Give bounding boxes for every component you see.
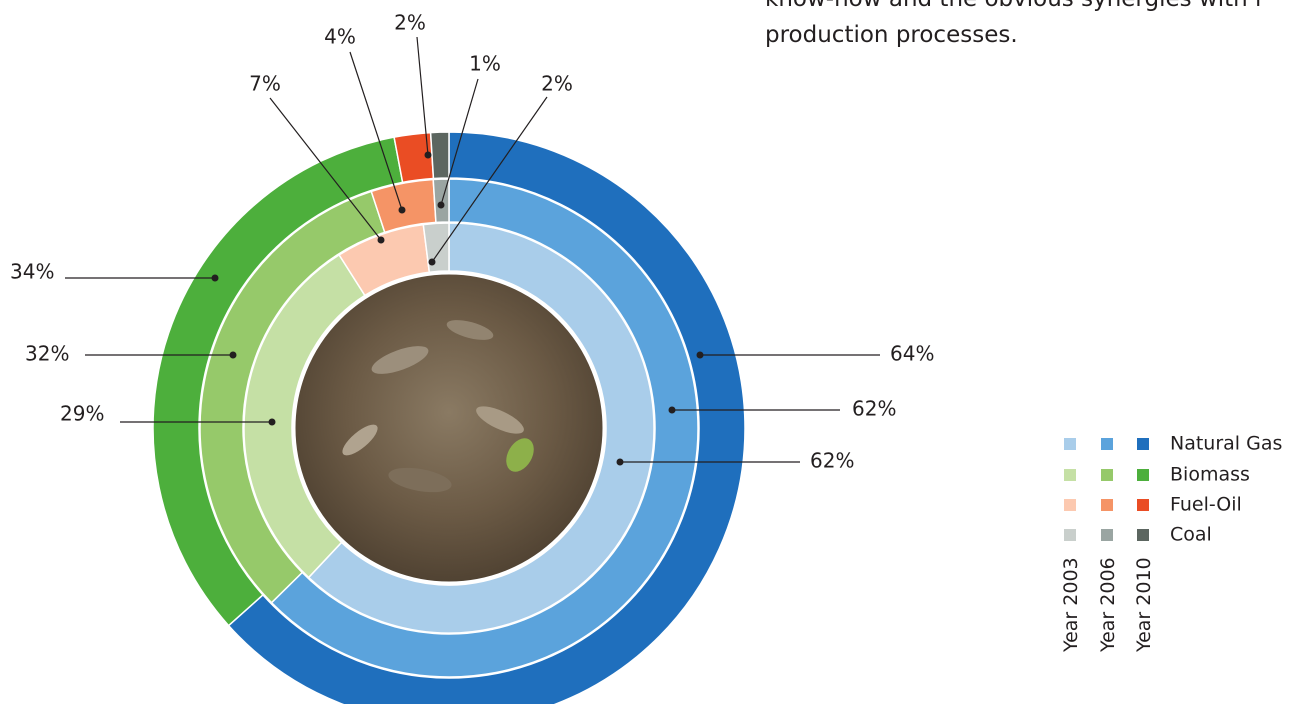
leader-dot: [268, 418, 276, 426]
legend-swatch: [1064, 499, 1076, 511]
legend-swatch: [1137, 529, 1149, 541]
legend-label: Coal: [1170, 524, 1212, 546]
data-label: 32%: [25, 342, 69, 366]
photo-detail: [371, 346, 429, 374]
photo-detail: [388, 467, 452, 493]
data-label: 64%: [890, 342, 934, 366]
legend-swatch: [1101, 529, 1113, 541]
leader-line: [349, 51, 403, 211]
rings: [152, 131, 746, 704]
data-label: 62%: [852, 397, 896, 421]
leader-dot: [377, 236, 385, 244]
data-label: 29%: [60, 402, 104, 426]
data-label: 7%: [249, 72, 281, 96]
legend-swatch: [1101, 438, 1113, 450]
leader-dot: [428, 258, 436, 266]
legend-year: Year 2010: [1133, 557, 1155, 653]
photo-detail: [476, 406, 524, 434]
leader-dot: [211, 274, 219, 282]
photo-detail: [342, 424, 378, 456]
center-photo: [292, 271, 606, 585]
legend-swatch: [1137, 438, 1149, 450]
legend-label: Biomass: [1170, 464, 1250, 486]
leader-line: [269, 97, 382, 241]
donut-segment: [429, 131, 450, 180]
leader-dot: [424, 151, 432, 159]
legend-year: Year 2006: [1097, 557, 1119, 653]
legend-label: Natural Gas: [1170, 433, 1282, 455]
legend-swatch: [1064, 438, 1076, 450]
data-label: 2%: [394, 11, 426, 35]
legend-swatch: [1101, 469, 1113, 481]
donut-segment: [307, 222, 655, 634]
leader-line: [440, 78, 479, 206]
photo-detail: [506, 438, 534, 472]
leader-dot: [229, 351, 237, 359]
leader-dot: [616, 458, 624, 466]
leader-dot: [696, 351, 704, 359]
labels: 62% 29% 7% 2% 62% 32% 4% 1% 64% 34% 2%: [10, 11, 934, 473]
legend: Natural Gas Biomass Fuel-Oil Coal Year 2003 Y…: [1060, 433, 1282, 654]
data-label: 1%: [469, 52, 501, 76]
leader-dot: [437, 201, 445, 209]
leader-line: [431, 96, 548, 263]
photo-circle: [292, 271, 606, 585]
legend-swatch: [1101, 499, 1113, 511]
leader-line: [416, 36, 429, 156]
data-label: 62%: [810, 449, 854, 473]
photo-detail: [446, 320, 494, 340]
legend-swatch: [1137, 499, 1149, 511]
legend-label: Fuel-Oil: [1170, 494, 1242, 516]
donut-segment: [270, 178, 699, 678]
data-label: 2%: [541, 72, 573, 96]
legend-year: Year 2003: [1060, 557, 1082, 653]
annotation: know-how and the obvious synergies with …: [765, 0, 1261, 12]
leader-dot: [398, 206, 406, 214]
donut-segment: [227, 131, 746, 704]
legend-swatch: [1064, 529, 1076, 541]
data-label: 34%: [10, 260, 54, 284]
legend-swatch: [1064, 469, 1076, 481]
leader-dot: [668, 406, 676, 414]
data-label: 4%: [324, 25, 356, 49]
annotation: production processes.: [765, 22, 1018, 48]
legend-swatch: [1137, 469, 1149, 481]
